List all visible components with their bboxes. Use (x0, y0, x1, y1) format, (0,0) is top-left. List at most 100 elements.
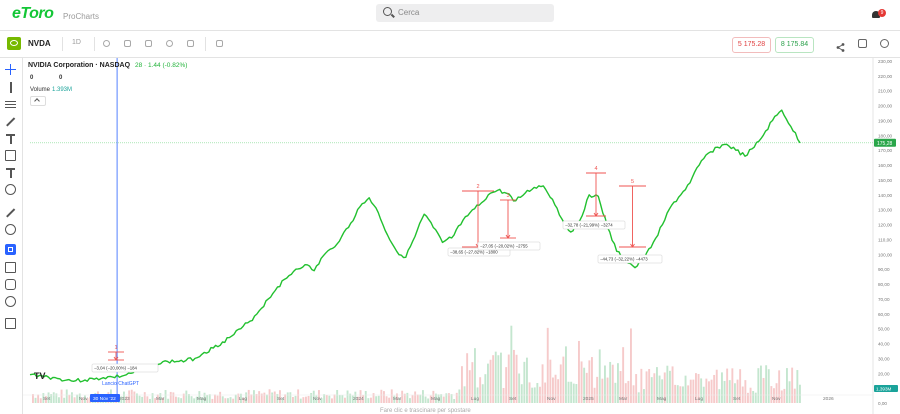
compare-icon[interactable] (145, 40, 152, 47)
volume-bar (713, 374, 716, 403)
volume-bar (604, 365, 606, 403)
volume-bar (614, 382, 617, 403)
collapse-legend-button[interactable] (30, 96, 46, 106)
volume-bar (338, 394, 341, 403)
volume-value: 1.393M (52, 87, 73, 93)
text-tool-icon[interactable] (5, 167, 16, 178)
volume-bar (458, 389, 461, 403)
symbol-name[interactable]: NVDA (28, 39, 51, 48)
volume-bar (416, 394, 419, 403)
volume-bar (546, 327, 549, 403)
etoro-logo[interactable]: eToro (12, 5, 54, 22)
sell-button[interactable]: 5 175.28 (732, 37, 771, 53)
volume-bar (84, 395, 86, 403)
volume-bar (637, 392, 640, 403)
volume-bar (409, 398, 411, 403)
emoji-tool-icon[interactable] (5, 184, 16, 195)
volume-bar (559, 364, 562, 403)
y-tick-label: 170,00 (878, 148, 892, 153)
volume-bar (609, 361, 612, 403)
volume-bar (68, 394, 71, 403)
volume-bar (786, 368, 788, 403)
volume-bar (674, 384, 677, 403)
search-input[interactable]: Cerca (376, 4, 554, 22)
volume-bar (281, 398, 284, 403)
drawdown-number: 3 (507, 193, 510, 199)
chart-area[interactable] (23, 58, 900, 414)
drawing-toolbar (0, 58, 23, 414)
volume-bar (424, 396, 427, 403)
volume-bar (52, 392, 55, 403)
drawdown-box (562, 220, 626, 230)
volume-bar (684, 375, 687, 403)
volume-bar (50, 394, 53, 403)
refresh-icon[interactable] (103, 40, 110, 47)
volume-bar (648, 369, 651, 403)
volume-bar (310, 393, 313, 403)
magnet-icon[interactable] (5, 244, 16, 255)
candle-type-icon[interactable] (124, 40, 131, 47)
volume-bar (515, 354, 518, 403)
fib-tool-icon[interactable] (5, 133, 16, 144)
y-tick-label: 70,00 (878, 297, 890, 302)
volume-bar (505, 367, 508, 403)
volume-bar (247, 389, 250, 403)
templates-icon[interactable] (187, 40, 194, 47)
lock-icon[interactable] (5, 279, 16, 290)
volume-bar (346, 390, 349, 403)
volume-bar (190, 396, 193, 403)
volume-bar (258, 391, 261, 403)
eye-icon[interactable] (5, 296, 16, 307)
share-icon[interactable] (836, 39, 845, 52)
volume-bar (65, 389, 68, 403)
horizontal-lines-icon[interactable] (5, 99, 16, 110)
buy-button[interactable]: 8 175.84 (775, 37, 814, 53)
y-tick-label: 120,00 (878, 223, 892, 228)
volume-bar (284, 394, 287, 403)
settings-icon[interactable] (880, 39, 889, 48)
volume-bar (578, 340, 580, 403)
volume-bar (453, 398, 456, 403)
volume-bar (463, 386, 466, 403)
volume-bar (411, 395, 414, 403)
alert-icon[interactable] (216, 40, 223, 47)
volume-bar (138, 395, 141, 403)
indicators-icon[interactable] (166, 40, 173, 47)
brush-icon[interactable] (5, 262, 16, 273)
zoom-icon[interactable] (5, 224, 16, 235)
volume-bar (442, 396, 445, 403)
notifications-button[interactable]: 9 (872, 9, 886, 18)
event-label: Lancio ChatGPT (102, 381, 139, 387)
volume-bar (263, 392, 266, 403)
volume-bar (749, 387, 752, 403)
cursor-tool-icon[interactable] (5, 82, 16, 93)
x-tick-label: Nov (313, 396, 322, 402)
volume-bar (500, 352, 502, 403)
search-icon (383, 7, 392, 16)
volume-bar (658, 375, 661, 403)
volume-bar (299, 398, 302, 403)
volume-bar (695, 373, 697, 403)
volume-bar (175, 396, 177, 403)
rectangle-tool-icon[interactable] (5, 150, 16, 161)
volume-bar (575, 384, 578, 403)
volume-bar (390, 389, 393, 403)
volume-bar (601, 378, 604, 403)
trash-icon[interactable] (5, 318, 16, 329)
y-tick-label: 110,00 (878, 237, 892, 242)
volume-bar (73, 397, 76, 403)
fullscreen-icon[interactable] (858, 39, 867, 48)
y-tick-label: 180,00 (878, 133, 892, 138)
volume-bar (403, 393, 406, 403)
tradingview-logo[interactable]: TV (34, 371, 46, 381)
crosshair-icon[interactable] (5, 64, 16, 75)
x-tick-label: Lug (471, 396, 479, 402)
volume-bar (151, 393, 154, 403)
volume-bar (406, 392, 409, 403)
interval-selector[interactable]: 1D (72, 39, 81, 46)
x-tick-label: Set (277, 396, 285, 402)
volume-bar (229, 397, 232, 403)
chart-toolbar: NVDA 1D 5 175.28 8 175.84 (0, 31, 900, 58)
volume-bar (570, 381, 573, 403)
